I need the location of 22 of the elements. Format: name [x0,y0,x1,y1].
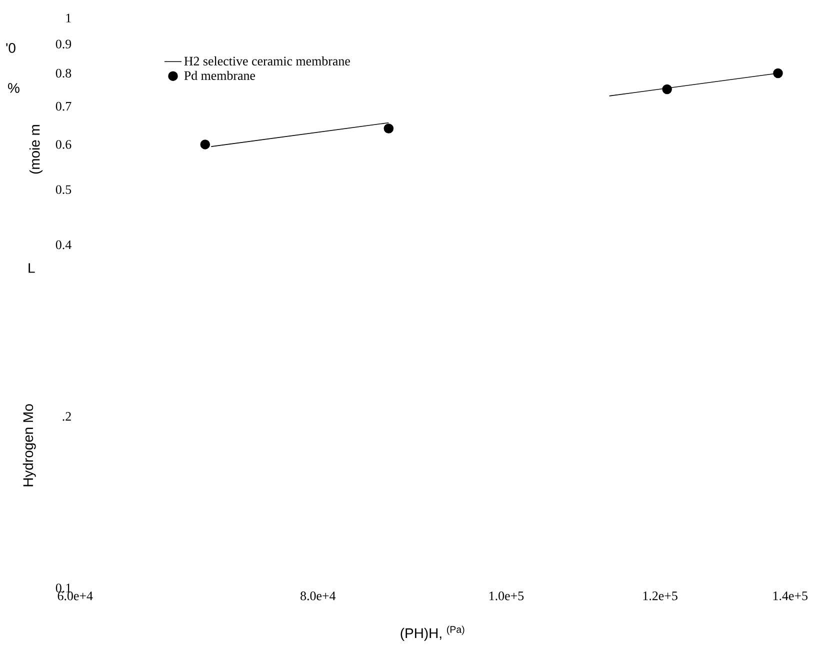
y-axis-title: Hydrogen Mo [22,404,36,486]
x-tick-label: 8.0e+4 [300,592,336,600]
x-tick-label: 6.0e+4 [58,592,93,600]
x-tick-label: 1.4e+5 [773,592,808,600]
y-tick-label: 0.9 [56,40,72,48]
y-tick-label: .2 [62,412,71,421]
x-tick-label: 1.2e+5 [643,592,678,600]
x-axis-title: (PH)H, $^{(Pa)}$ [400,626,464,641]
y-tick-label: 0.5 [56,185,72,194]
y-tick-label: 0.7 [56,102,72,111]
y-tick-label: 0.4 [56,240,72,250]
legend-label: Pd membrane [184,70,256,80]
text: '0 [6,43,16,53]
x-tick-label: 1.0e+5 [489,592,524,600]
y-tick-label: 1 [66,14,71,22]
y-tick-label: 0.6 [56,140,72,149]
text: % [8,83,20,93]
text: L [28,263,35,273]
legend-label: H2 selective ceramic membrane [184,56,350,66]
y-tick-label: 0.1 [56,584,71,592]
y-tick-label: 0.8 [56,68,72,78]
text: (moie m [30,125,42,174]
